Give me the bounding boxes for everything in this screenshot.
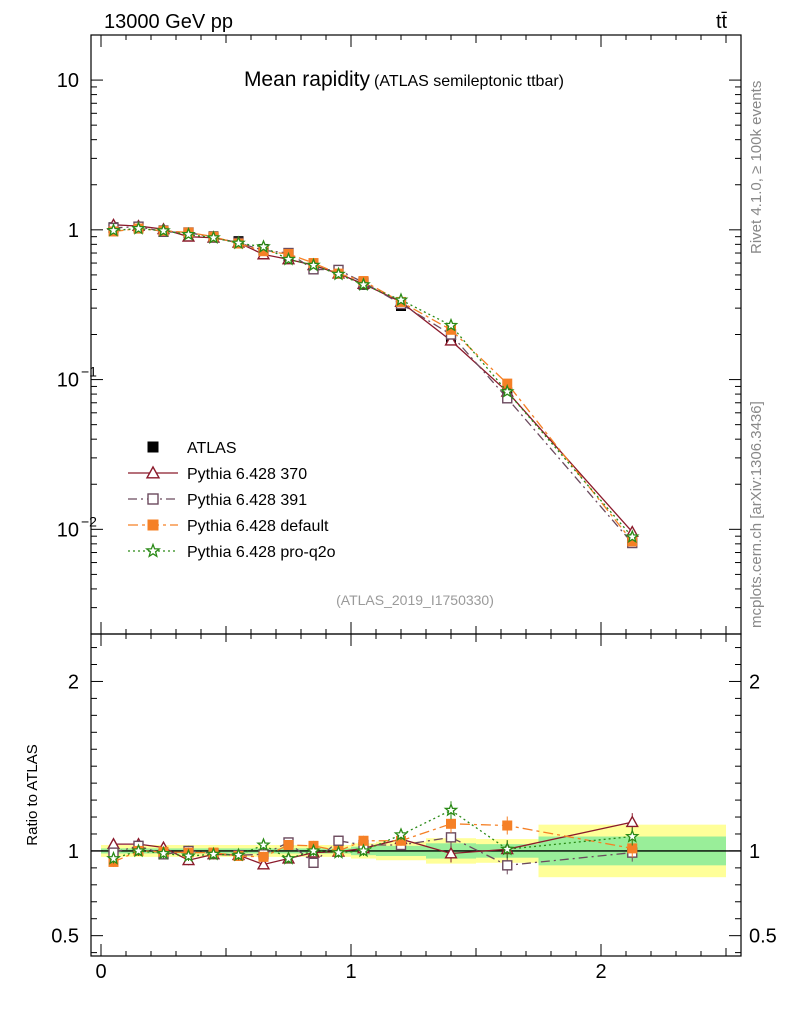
ratio-plot-content (91, 801, 741, 878)
ratio-point (256, 857, 271, 870)
ratio-point (206, 846, 221, 861)
ratio-series-pythia-6-428-pro-q2o (106, 801, 640, 865)
ratio-point (106, 850, 121, 865)
ratio-y-tick-label-right: 2 (749, 671, 760, 693)
y-tick-label: 10 (57, 370, 79, 392)
legend: ATLAS Pythia 6.428 370 Pythia 6.428 391 Pyt… (128, 440, 336, 561)
main-axis-ticks (91, 34, 741, 635)
ratio-point (624, 828, 640, 843)
ratio-y-tick-label: 1 (68, 841, 79, 863)
source-label: mcplots.cern.ch [arXiv:1306.3436] (748, 401, 765, 628)
data-point (356, 277, 371, 291)
ratio-point (281, 850, 296, 865)
ratio-point (393, 827, 409, 842)
ratio-point (333, 835, 344, 846)
legend-label-pythia-6-428-pro-q2o: Pythia 6.428 pro-q2o (187, 544, 336, 561)
ratio-point (625, 815, 639, 828)
ratio-y-tick-label: 0.5 (51, 926, 79, 948)
ratio-y-tick-label-right: 1 (749, 841, 760, 863)
data-point (206, 230, 221, 244)
legend-label-pythia-6-428-370: Pythia 6.428 370 (187, 466, 307, 483)
ratio-line (113, 823, 633, 863)
ratio-point (181, 848, 196, 863)
ratio-point (499, 841, 515, 856)
y-tick-label: 1 (68, 220, 79, 242)
ratio-y-tick-label-right: 0.5 (749, 926, 777, 948)
ratio-point (308, 857, 319, 868)
ratio-y-tick-label: 2 (68, 671, 79, 693)
legend-label-pythia-6-428-391: Pythia 6.428 391 (187, 492, 307, 509)
series-line (113, 227, 633, 538)
data-point (281, 251, 296, 266)
process-label: tt̄ (716, 11, 728, 33)
y-tick-exponent: −1 (81, 364, 97, 380)
data-point (624, 529, 640, 544)
y-tick-exponent: −2 (81, 513, 97, 529)
legend-marker (147, 519, 159, 531)
ratio-frame (90, 633, 742, 957)
x-tick-labels: 0 1 2 (95, 961, 606, 983)
ratio-point (231, 847, 246, 862)
data-point (443, 317, 459, 332)
legend-marker (145, 465, 161, 479)
data-point (156, 223, 171, 237)
data-point (331, 266, 346, 281)
chart-title: Mean rapidity (244, 68, 371, 91)
ratio-point (283, 839, 294, 850)
main-plot-content (106, 217, 640, 549)
legend-label-atlas: ATLAS (187, 440, 237, 457)
x-tick-label: 1 (345, 961, 356, 983)
x-tick-label: 0 (95, 961, 106, 983)
ratio-point (443, 802, 459, 817)
x-tick-label: 2 (595, 961, 606, 983)
ratio-point (444, 846, 458, 859)
ratio-point (258, 851, 269, 862)
data-point (106, 222, 121, 237)
legend-marker (147, 441, 159, 453)
ratio-point (445, 832, 457, 843)
legend-label-pythia-6-428-default: Pythia 6.428 default (187, 518, 329, 535)
ratio-line (113, 836, 633, 866)
data-point (181, 226, 196, 241)
energy-label: 13000 GeV pp (104, 11, 233, 33)
ratio-y-axis-label: Ratio to ATLAS (24, 744, 41, 845)
y-tick-label: 10 (57, 519, 79, 541)
data-point (444, 333, 458, 346)
legend-marker (147, 493, 159, 505)
rivet-version-label: Rivet 4.1.0, ≥ 100k events (748, 81, 765, 254)
ratio-y-tick-labels: 2 2 1 1 0.5 0.5 (51, 671, 777, 947)
data-point (231, 235, 246, 250)
ratio-point (356, 843, 371, 858)
series-pythia-6-428-370 (106, 217, 639, 538)
ratio-point (502, 860, 513, 871)
data-point (256, 239, 271, 254)
chart-subtitle: (ATLAS semileptonic ttbar) (374, 73, 564, 90)
ratio-point (256, 837, 271, 852)
series-pythia-6-428-pro-q2o (106, 220, 640, 544)
ratio-panel: 2 2 1 1 0.5 0.5 0 1 2 Ratio to ATLAS (24, 633, 777, 983)
data-point (393, 292, 409, 307)
y-tick-label: 10 (57, 70, 79, 92)
ratio-point (502, 820, 513, 831)
analysis-id-label: (ATLAS_2019_I1750330) (336, 592, 494, 608)
data-point (306, 257, 321, 272)
ratio-point (331, 845, 346, 859)
ratio-point (131, 843, 146, 858)
legend-marker (145, 542, 161, 558)
data-point (499, 383, 515, 398)
ratio-point (446, 818, 456, 829)
series-line (113, 224, 633, 533)
data-point (131, 220, 146, 235)
ratio-axis-ticks (91, 634, 741, 956)
ratio-point (156, 845, 171, 860)
ratio-point (306, 843, 321, 858)
